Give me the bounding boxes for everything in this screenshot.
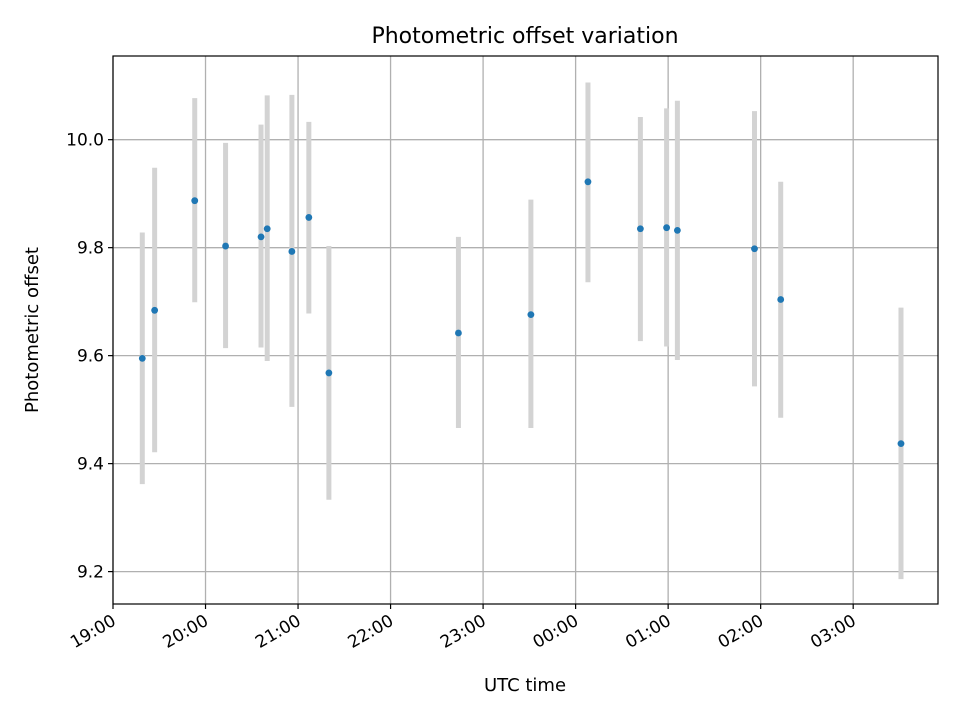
data-point [138,354,146,362]
data-point [263,225,271,233]
data-points [138,178,905,448]
y-tick-label: 9.4 [77,455,104,475]
x-tick-label: 20:00 [160,611,212,653]
data-point [191,197,199,205]
grid [112,56,938,604]
data-point [305,214,313,221]
x-tick-label: 23:00 [437,611,489,653]
data-point [527,311,535,319]
data-point [673,226,681,234]
x-tick-label: 00:00 [530,611,582,653]
data-point [325,369,333,377]
plot-frame [112,55,939,605]
x-axis-label: UTC time [484,675,566,696]
x-tick-label: 01:00 [622,611,674,653]
x-tick-label: 02:00 [715,611,767,653]
x-tick-label: 03:00 [807,611,859,653]
y-axis-label: Photometric offset [22,247,43,413]
chart-title: Photometric offset variation [371,24,678,49]
x-tick-label: 22:00 [345,611,397,653]
y-tick-label: 10.0 [66,131,104,151]
y-tick-label: 9.8 [77,239,104,259]
data-point [455,329,462,337]
y-tick-label: 9.6 [77,347,104,367]
data-point [151,306,159,314]
error-bars [139,82,904,580]
data-point [257,233,265,241]
data-point [222,242,229,250]
x-axis-ticks: 19:00 20:00 21:00 22:00 23:00 00:00 01:00 02:00… [67,604,860,653]
x-tick-label: 19:00 [67,611,119,653]
y-tick-label: 9.2 [77,563,104,583]
data-point [751,245,758,253]
data-point [777,296,785,303]
y-axis-ticks: 9.2 9.4 9.6 9.8 10.0 [66,131,113,583]
data-point [897,440,905,448]
data-point [288,248,296,255]
data-point [636,225,644,233]
data-point [663,224,670,232]
x-tick-label: 21:00 [252,611,304,653]
data-point [584,178,592,186]
